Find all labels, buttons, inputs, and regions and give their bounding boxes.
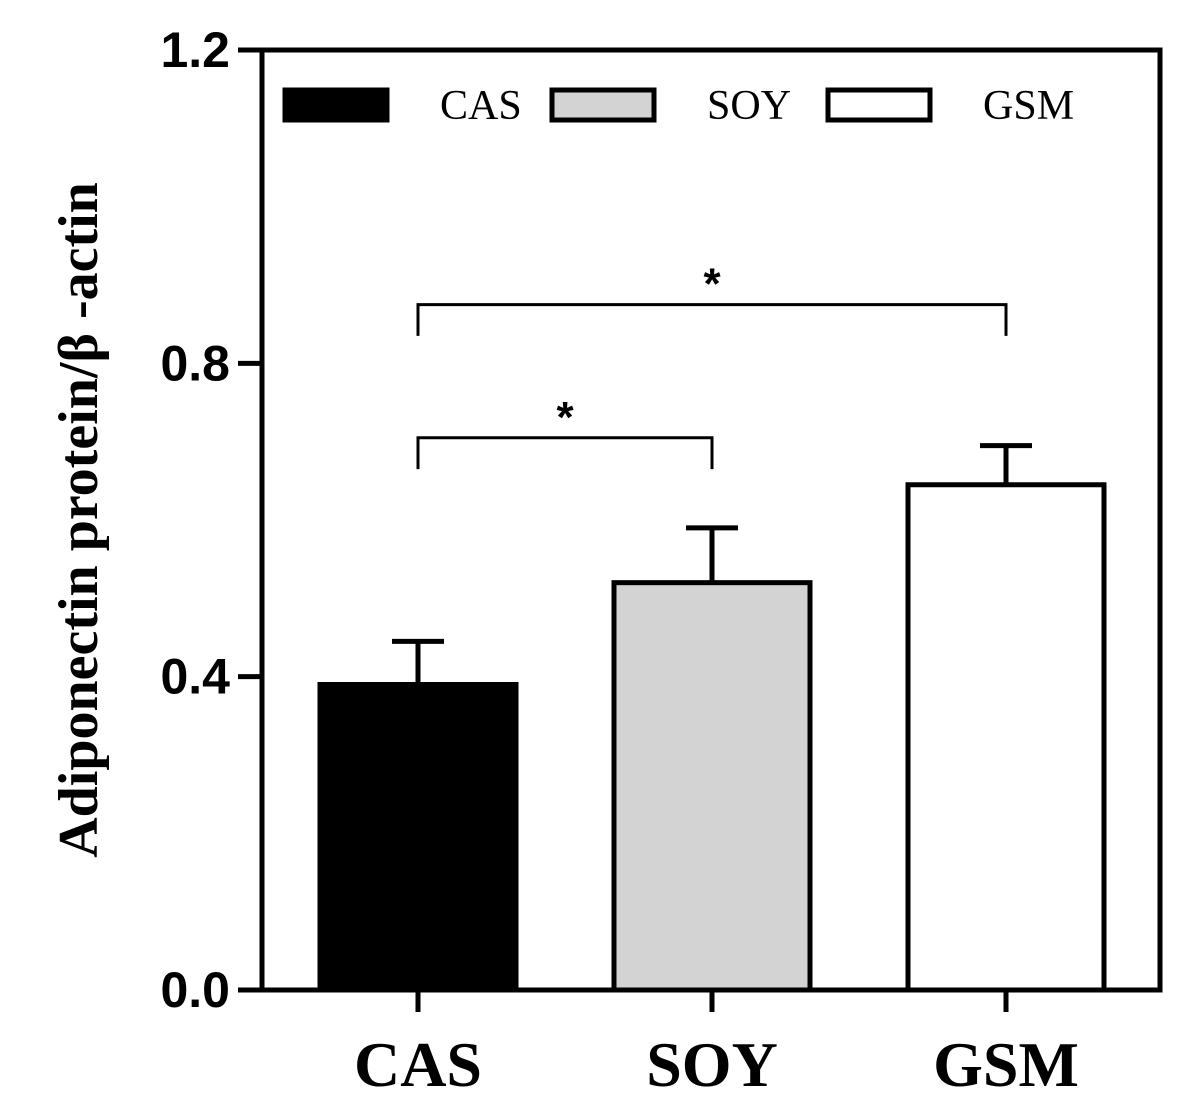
significance-label: * (556, 393, 574, 442)
bar-cas (317, 682, 519, 993)
legend-label-gsm: GSM (983, 83, 1074, 129)
y-tick-label: 0.8 (160, 335, 230, 391)
legend-swatch-soy (549, 87, 657, 123)
significance-label: * (703, 260, 721, 309)
x-tick-label: CAS (354, 1029, 482, 1100)
y-axis-label: Adiponectin protein/β -actin (48, 182, 110, 858)
significance-bracket (416, 436, 714, 470)
legend-swatch-cas (282, 87, 390, 123)
y-tick-label: 1.2 (160, 22, 230, 78)
x-tick-label: SOY (646, 1029, 778, 1100)
bar-soy (611, 580, 813, 993)
x-tick-label: GSM (933, 1029, 1079, 1100)
y-tick-label: 0.0 (160, 962, 230, 1018)
bar-gsm (905, 482, 1107, 993)
y-tick-label: 0.4 (160, 649, 230, 705)
legend-swatch-gsm (825, 87, 933, 123)
legend-label-cas: CAS (440, 83, 522, 129)
significance-bracket (416, 303, 1008, 336)
legend-label-soy: SOY (707, 83, 791, 129)
